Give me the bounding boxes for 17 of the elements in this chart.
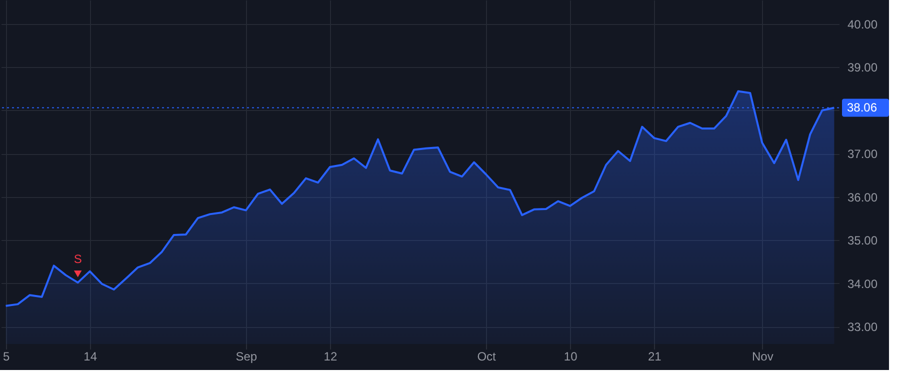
y-tick-label: 36.00 <box>848 190 878 204</box>
y-tick-label: 33.00 <box>848 320 878 334</box>
x-tick-label: 10 <box>564 350 578 364</box>
series-label: S <box>74 252 82 266</box>
y-tick-label: 39.00 <box>848 60 878 75</box>
y-tick-label: 37.00 <box>848 147 878 162</box>
x-tick-label: 14 <box>84 350 98 364</box>
ref-line-label: 38.06 <box>847 100 878 115</box>
x-tick-label: 12 <box>324 350 338 364</box>
y-tick-label: 40.00 <box>848 17 878 32</box>
y-tick-label: 35.00 <box>848 234 878 248</box>
x-tick-label: Sep <box>236 350 258 364</box>
x-tick-label: Oct <box>477 350 497 364</box>
x-tick-label: 5 <box>2 350 10 364</box>
x-tick-label: Nov <box>752 350 774 364</box>
y-tick-label: 34.00 <box>848 276 878 291</box>
x-tick-label: 21 <box>648 350 662 364</box>
